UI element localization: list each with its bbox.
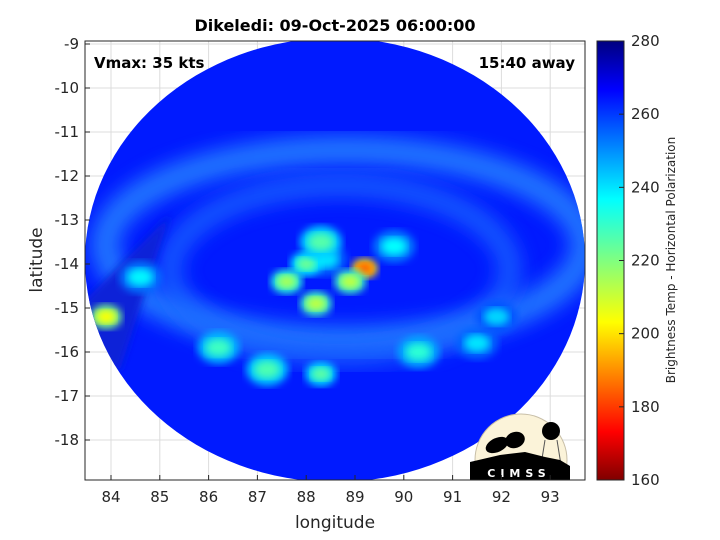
brightness-temp-feature <box>308 233 334 251</box>
outer-rainband <box>91 136 585 354</box>
y-tick-label: -17 <box>55 387 80 405</box>
colorbar-tick-label: 200 <box>631 325 660 343</box>
plot-frame <box>84 40 586 481</box>
colorbar-label: Brightness Temp - Horizontal Polarizatio… <box>664 137 678 384</box>
y-tick-label: -13 <box>55 211 80 229</box>
y-tick-label: -9 <box>64 35 79 53</box>
brightness-temp-feature <box>483 308 510 326</box>
swath-gap-wedge <box>85 215 170 370</box>
x-tick-label: 92 <box>492 488 511 506</box>
x-tick-label: 87 <box>248 488 267 506</box>
brightness-temp-feature <box>205 338 232 357</box>
cimss-logo: CIMSS <box>470 413 570 480</box>
brightness-temp-swath <box>85 41 585 480</box>
y-tick-label: -16 <box>55 343 80 361</box>
x-tick-label: 93 <box>541 488 560 506</box>
colorbar-tick-label: 180 <box>631 398 660 416</box>
x-tick-label: 84 <box>101 488 120 506</box>
x-tick-label: 90 <box>394 488 413 506</box>
y-tick-label: -10 <box>55 79 80 97</box>
brightness-temp-feature <box>464 334 490 353</box>
x-tick-label: 89 <box>345 488 364 506</box>
colorbar-tick-label: 240 <box>631 178 660 196</box>
time-offset-label: 15:40 away <box>479 54 576 72</box>
brightness-temp-feature <box>356 262 373 274</box>
inner-rainband <box>159 174 521 366</box>
y-tick-label: -14 <box>55 255 80 273</box>
logo-text: CIMSS <box>487 467 550 480</box>
y-tick-label: -12 <box>55 167 80 185</box>
x-axis-label: longitude <box>295 513 375 533</box>
y-axis-label: latitude <box>27 227 47 292</box>
brightness-temp-feature <box>381 237 407 256</box>
x-tick-label: 85 <box>150 488 169 506</box>
brightness-temp-feature <box>405 343 432 361</box>
brightness-temp-feature <box>277 275 297 289</box>
colorbar-tick-label: 220 <box>631 252 660 270</box>
colorbar-tick-label: 260 <box>631 105 660 123</box>
brightness-temp-feature <box>306 297 326 311</box>
chart-title: Dikeledi: 09-Oct-2025 06:00:00 <box>194 16 475 35</box>
brightness-temp-feature <box>127 268 154 287</box>
colorbar-tick-label: 280 <box>631 32 660 50</box>
x-tick-label: 91 <box>443 488 462 506</box>
brightness-temp-feature <box>296 257 316 271</box>
y-tick-label: -11 <box>55 123 80 141</box>
x-tick-label: 88 <box>297 488 316 506</box>
brightness-temp-feature <box>96 310 116 324</box>
y-tick-label: -18 <box>55 431 80 449</box>
vmax-label: Vmax: 35 kts <box>94 54 204 72</box>
colorbar-tick-label: 160 <box>631 471 660 489</box>
x-tick-label: 86 <box>199 488 218 506</box>
brightness-temp-feature <box>254 360 280 379</box>
y-tick-label: -15 <box>55 299 80 317</box>
brightness-temp-feature <box>340 275 360 289</box>
brightness-temp-feature <box>311 367 331 381</box>
